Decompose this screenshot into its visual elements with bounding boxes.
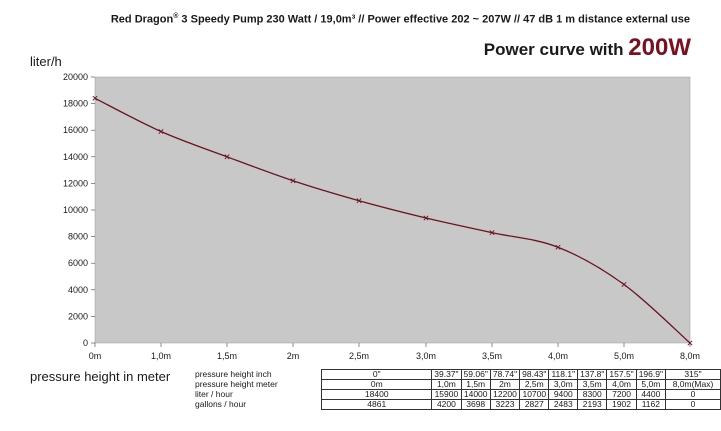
chart-title-text: Power curve with	[483, 40, 629, 59]
y-axis: 0 2000 4000 6000 8000 10000 12000 14000 16000 180…	[63, 72, 95, 348]
data-point-marker	[687, 340, 693, 346]
x-axis-label: pressure height in meter	[30, 369, 171, 384]
brand-name: Red Dragon	[110, 13, 174, 26]
header-details: 3 Speedy Pump 230 Watt / 19,0m³ // Power…	[178, 13, 690, 26]
table-row: pressure height inch 0" 39.37" 59.06" 78.74"…	[193, 369, 721, 380]
series-line	[94, 97, 691, 344]
y-tick-label: 2000	[68, 311, 88, 321]
x-tick-label: 3,0m	[416, 351, 436, 361]
x-tick-label: 2,5m	[349, 351, 369, 361]
table-cell: 5,0m	[635, 379, 667, 390]
y-axis-label: liter/h	[30, 54, 62, 69]
table-row: liter / hour 18400 15900 14000 12200 10700 940…	[193, 389, 721, 400]
data-point-marker	[290, 178, 296, 184]
data-point-marker	[224, 154, 230, 160]
data-markers	[92, 95, 693, 346]
row-label: pressure height meter	[195, 379, 278, 389]
table-cell: 1902	[606, 399, 637, 410]
table-cell: 98.43"	[519, 369, 550, 380]
table-cell: 2m	[489, 379, 521, 390]
table-cell: 39.37"	[431, 369, 462, 380]
data-point-marker	[423, 215, 429, 221]
y-tick-label: 4000	[68, 285, 88, 295]
table-cell: 8300	[577, 389, 608, 400]
table-cell: 2193	[577, 399, 608, 410]
y-tick-label: 12000	[63, 178, 88, 188]
table-cell: 3698	[460, 399, 491, 410]
chart-title-wattage: 200W	[628, 34, 691, 61]
data-point-marker	[92, 95, 98, 101]
data-point-marker	[158, 129, 164, 135]
table-cell: 3,0m	[548, 379, 579, 390]
x-tick-label: 1,0m	[151, 351, 171, 361]
row-label: gallons / hour	[195, 399, 247, 409]
x-tick-label: 0m	[89, 351, 102, 361]
table-cell: 4861	[321, 399, 433, 410]
table-cell: 15900	[431, 389, 462, 400]
table-cell: 196.9"	[635, 369, 667, 380]
x-tick-label: 8,0m	[680, 351, 700, 361]
x-tick-label: 5,0m	[614, 351, 634, 361]
registered-mark: ®	[173, 13, 179, 20]
x-tick-label: 2m	[287, 351, 300, 361]
y-tick-label: 0	[83, 338, 88, 348]
table-cell: 8,0m(Max)	[665, 379, 721, 390]
y-tick-label: 14000	[63, 152, 88, 162]
row-label: pressure height inch	[195, 369, 272, 379]
table-cell: 157.5"	[606, 369, 637, 380]
table-cell: 10700	[519, 389, 550, 400]
data-table: pressure height inch 0" 39.37" 59.06" 78.74"…	[193, 369, 721, 410]
y-tick-label: 6000	[68, 258, 88, 268]
table-cell: 137.8"	[577, 369, 608, 380]
chart-title: Power curve with 200W	[484, 34, 691, 62]
table-cell: 0	[665, 399, 721, 410]
table-cell: 315"	[665, 369, 721, 380]
table-cell: 78.74"	[489, 369, 521, 380]
table-cell: 4400	[635, 389, 667, 400]
table-cell: 7200	[606, 389, 637, 400]
x-tick-label: 4,0m	[548, 351, 568, 361]
y-tick-label: 16000	[63, 125, 88, 135]
table-cell: 3,5m	[577, 379, 608, 390]
x-axis: 0m 1,0m 1,5m 2m 2,5m 3,0m 3,5m 4,0m 5,0m 8,0m	[89, 343, 700, 361]
row-label: liter / hour	[195, 389, 233, 399]
table-cell: 1162	[635, 399, 667, 410]
table-cell: 2,5m	[519, 379, 550, 390]
chart-header: Red Dragon® 3 Speedy Pump 230 Watt / 19,…	[0, 13, 690, 26]
table-cell: 1,5m	[460, 379, 491, 390]
table-cell: 2483	[548, 399, 579, 410]
table-cell: 3223	[489, 399, 521, 410]
y-tick-label: 20000	[63, 72, 88, 82]
table-row: pressure height meter 0m 1,0m 1,5m 2m 2,5m 3,0…	[193, 379, 721, 390]
y-tick-label: 8000	[68, 232, 88, 242]
table-cell: 18400	[321, 389, 433, 400]
table-cell: 0"	[321, 369, 433, 380]
data-point-marker	[621, 281, 627, 287]
table-cell: 0	[665, 389, 721, 400]
table-cell: 0m	[321, 379, 433, 390]
y-tick-label: 18000	[63, 99, 88, 109]
table-cell: 1,0m	[431, 379, 462, 390]
data-point-marker	[489, 230, 495, 236]
data-point-marker	[555, 244, 561, 250]
y-tick-label: 10000	[63, 205, 88, 215]
table-row: gallons / hour 4861 4200 3698 3223 2827 2483 21…	[193, 399, 721, 410]
table-cell: 59.06"	[460, 369, 491, 380]
table-cell: 9400	[548, 389, 579, 400]
table-cell: 4,0m	[606, 379, 637, 390]
data-point-marker	[356, 198, 362, 204]
table-cell: 14000	[460, 389, 491, 400]
table-cell: 12200	[489, 389, 521, 400]
table-cell: 4200	[431, 399, 462, 410]
x-tick-label: 1,5m	[217, 351, 237, 361]
table-cell: 2827	[519, 399, 550, 410]
x-tick-label: 3,5m	[482, 351, 502, 361]
table-cell: 118.1"	[548, 369, 579, 380]
